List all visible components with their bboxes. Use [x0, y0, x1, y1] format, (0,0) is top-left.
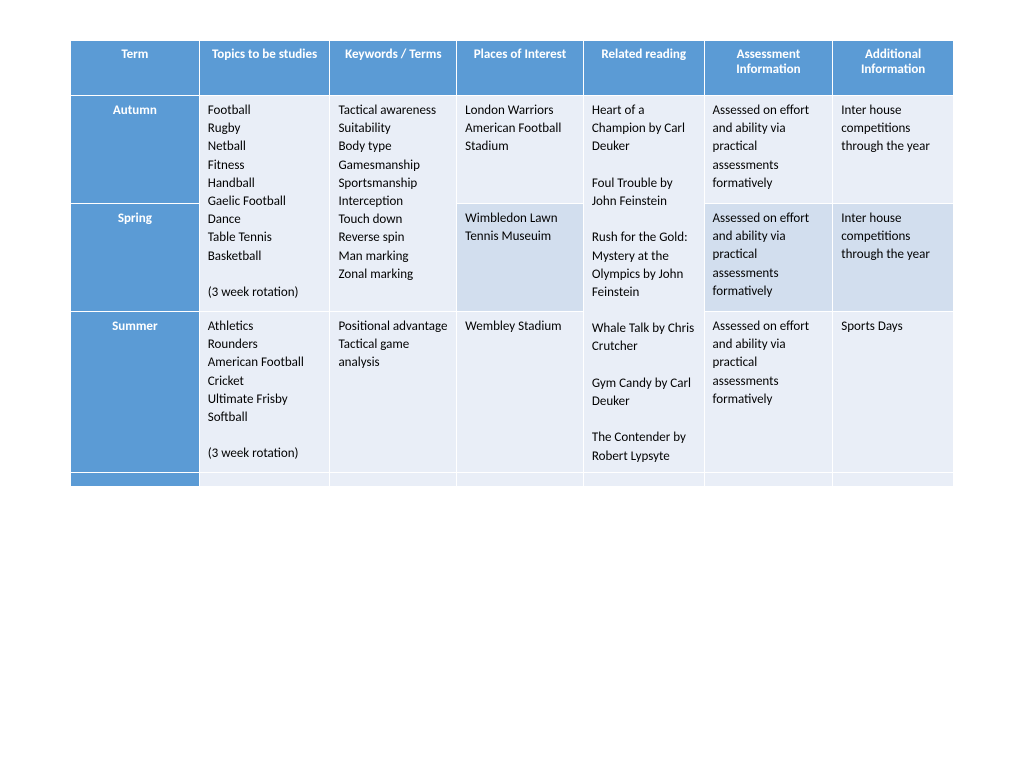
- assessment-spring: Assessed on effort and ability via pract…: [704, 204, 833, 312]
- col-reading: Related reading: [583, 41, 704, 96]
- term-spring: Spring: [71, 204, 200, 312]
- additional-autumn: Inter house competitions through the yea…: [833, 96, 954, 204]
- places-autumn: London Warriors American Football Stadiu…: [457, 96, 584, 204]
- row-summer: Summer AthleticsRoundersAmerican Footbal…: [71, 312, 954, 473]
- term-summer: Summer: [71, 312, 200, 473]
- additional-spring: Inter house competitions through the yea…: [833, 204, 954, 312]
- row-autumn: Autumn FootballRugbyNetballFitnessHandba…: [71, 96, 954, 204]
- col-places: Places of Interest: [457, 41, 584, 96]
- col-topics: Topics to be studies: [199, 41, 330, 96]
- places-summer: Wembley Stadium: [457, 312, 584, 473]
- assessment-summer: Assessed on effort and ability via pract…: [704, 312, 833, 473]
- row-spacer: [71, 472, 954, 486]
- keywords-autumn-spring: Tactical awarenessSuitabilityBody typeGa…: [330, 96, 457, 312]
- additional-summer: Sports Days: [833, 312, 954, 473]
- col-term: Term: [71, 41, 200, 96]
- curriculum-table: Term Topics to be studies Keywords / Ter…: [70, 40, 954, 487]
- col-keywords: Keywords / Terms: [330, 41, 457, 96]
- reading-all: Heart of a Champion by Carl DeukerFoul T…: [583, 96, 704, 473]
- col-assessment: Assessment Information: [704, 41, 833, 96]
- topics-summer: AthleticsRoundersAmerican FootballCricke…: [199, 312, 330, 473]
- col-additional: Additional Information: [833, 41, 954, 96]
- assessment-autumn: Assessed on effort and ability via pract…: [704, 96, 833, 204]
- topics-autumn-spring: FootballRugbyNetballFitnessHandballGaeli…: [199, 96, 330, 312]
- term-autumn: Autumn: [71, 96, 200, 204]
- places-spring: Wimbledon Lawn Tennis Museuim: [457, 204, 584, 312]
- keywords-summer: Positional advantageTactical game analys…: [330, 312, 457, 473]
- header-row: Term Topics to be studies Keywords / Ter…: [71, 41, 954, 96]
